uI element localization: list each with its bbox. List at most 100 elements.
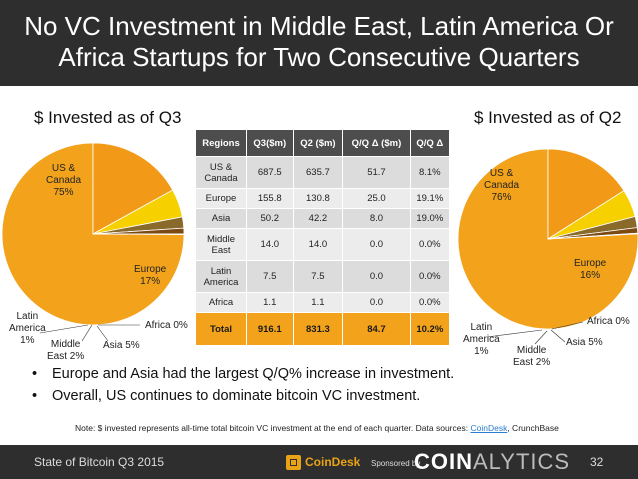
- cell-region: Europe: [195, 188, 247, 209]
- cell-region: Asia: [195, 208, 247, 229]
- coindesk-logo-icon: [286, 454, 301, 470]
- slide-title-line-1: No VC Investment in Middle East, Latin A…: [24, 11, 614, 41]
- bullet-text: Overall, US continues to dominate bitcoi…: [52, 388, 421, 404]
- cell-q2: 635.7: [292, 156, 344, 189]
- title-bar: No VC Investment in Middle East, Latin A…: [0, 0, 638, 86]
- cell-delta-m: 0.0: [342, 228, 411, 261]
- cell-q2: 130.8: [292, 188, 344, 209]
- brand-bold: COIN: [414, 449, 473, 474]
- cell-total-delta-m: 84.7: [342, 312, 411, 346]
- cell-q2: 14.0: [292, 228, 344, 261]
- sponsored-by-label: Sponsored by: [371, 459, 421, 468]
- q2-label-asia: Asia 5%: [566, 337, 603, 348]
- cell-q2: 1.1: [292, 292, 344, 313]
- leader-line: [81, 324, 93, 342]
- table-row: Asia 50.2 42.2 8.0 19.0%: [195, 208, 451, 229]
- bullet-item: • Europe and Asia had the largest Q/Q% in…: [32, 366, 454, 388]
- cell-total-delta-pct: 10.2%: [409, 312, 451, 346]
- cell-q3: 14.0: [246, 228, 294, 261]
- q2-pie-title: $ Invested as of Q2: [474, 108, 622, 127]
- cell-delta-pct: 0.0%: [409, 260, 451, 293]
- q3-label-middle-east: Middle East 2%: [47, 339, 85, 362]
- q2-label-latin-america: Latin America 1%: [463, 322, 500, 357]
- cell-region: Latin America: [195, 260, 247, 293]
- coindesk-logo: CoinDesk: [286, 454, 360, 470]
- q3-pie-title: $ Invested as of Q3: [34, 108, 182, 127]
- table-row: Africa 1.1 1.1 0.0 0.0%: [195, 292, 451, 313]
- footnote-text: Note: $ invested represents all-time tot…: [75, 423, 471, 433]
- brand-thin: ALYTICS: [473, 449, 571, 474]
- bullet-list: • Europe and Asia had the largest Q/Q% in…: [32, 366, 454, 410]
- cell-region: Middle East: [195, 228, 247, 261]
- q3-slice-europe: [92, 142, 174, 235]
- table-total-row: Total 916.1 831.3 84.7 10.2%: [195, 312, 451, 346]
- q3-label-us-canada: US & Canada 75%: [46, 163, 82, 198]
- cell-q3: 1.1: [246, 292, 294, 313]
- cell-delta-m: 0.0: [342, 292, 411, 313]
- table-row: Europe 155.8 130.8 25.0 19.1%: [195, 188, 451, 209]
- col-q3: Q3($m): [246, 129, 294, 157]
- coindesk-logo-text: CoinDesk: [305, 455, 361, 469]
- cell-region: Africa: [195, 292, 247, 313]
- cell-q3: 50.2: [246, 208, 294, 229]
- cell-total-q2: 831.3: [292, 312, 344, 346]
- cell-delta-m: 25.0: [342, 188, 411, 209]
- q2-label-middle-east: Middle East 2%: [513, 345, 551, 368]
- leader-line: [486, 329, 543, 338]
- q3-slice-us-canada: [1, 142, 185, 326]
- cell-q3: 7.5: [246, 260, 294, 293]
- leader-line: [550, 329, 566, 343]
- q2-label-europe: Europe 16%: [574, 258, 607, 281]
- table-row: Middle East 14.0 14.0 0.0 0.0%: [195, 228, 451, 261]
- bullet-dot-icon: •: [32, 366, 38, 382]
- col-q2: Q2 ($m): [292, 129, 344, 157]
- cell-q3: 155.8: [246, 188, 294, 209]
- cell-delta-pct: 0.0%: [409, 292, 451, 313]
- bullet-text: Europe and Asia had the largest Q/Q% inc…: [52, 366, 455, 382]
- col-qq-delta-m: Q/Q Δ ($m): [342, 129, 411, 157]
- slide-title-line-2: Africa Startups for Two Consecutive Quar…: [58, 42, 580, 72]
- col-regions: Regions: [195, 129, 247, 157]
- q2-label-us-canada: US & Canada 76%: [484, 168, 520, 203]
- regions-table: Regions Q3($m) Q2 ($m) Q/Q Δ ($m) Q/Q Δ …: [195, 129, 451, 346]
- q2-label-africa: Africa 0%: [587, 316, 630, 327]
- cell-q2: 42.2: [292, 208, 344, 229]
- coindesk-link[interactable]: CoinDesk: [470, 423, 508, 433]
- coinalytics-logo: COINALYTICS: [414, 449, 570, 475]
- q2-pie-chart: [457, 148, 638, 345]
- q3-label-africa: Africa 0%: [145, 320, 188, 331]
- cell-delta-m: 51.7: [342, 156, 411, 189]
- leader-line: [96, 325, 109, 342]
- cell-q3: 687.5: [246, 156, 294, 189]
- cell-delta-m: 8.0: [342, 208, 411, 229]
- q3-label-asia: Asia 5%: [103, 340, 140, 351]
- cell-q2: 7.5: [292, 260, 344, 293]
- cell-delta-m: 0.0: [342, 260, 411, 293]
- col-qq-delta-pct: Q/Q Δ: [409, 129, 451, 157]
- q3-slice-africa: [92, 233, 185, 235]
- footer-bar: State of Bitcoin Q3 2015 CoinDesk Sponso…: [0, 445, 638, 479]
- bullet-dot-icon: •: [32, 388, 38, 404]
- page-number: 32: [590, 455, 604, 469]
- leader-line: [551, 321, 584, 330]
- bullet-item: • Overall, US continues to dominate bitco…: [32, 388, 454, 410]
- cell-region: US & Canada: [195, 156, 247, 189]
- table-header-row: Regions Q3($m) Q2 ($m) Q/Q Δ ($m) Q/Q Δ: [195, 129, 451, 157]
- cell-delta-pct: 8.1%: [409, 156, 451, 189]
- leader-line: [534, 330, 548, 345]
- q3-label-latin-america: Latin America 1%: [9, 311, 46, 346]
- cell-delta-pct: 19.0%: [409, 208, 451, 229]
- q2-slice-europe: [547, 148, 625, 240]
- q3-pie-chart: [1, 142, 185, 342]
- table-row: US & Canada 687.5 635.7 51.7 8.1%: [195, 156, 451, 189]
- table-row: Latin America 7.5 7.5 0.0 0.0%: [195, 260, 451, 293]
- leader-line: [39, 324, 89, 334]
- q3-label-europe: Europe 17%: [134, 264, 167, 287]
- cell-total-label: Total: [195, 312, 247, 346]
- footnote-suffix: , CrunchBase: [507, 423, 559, 433]
- footnote: Note: $ invested represents all-time tot…: [75, 423, 559, 433]
- cell-total-q3: 916.1: [246, 312, 294, 346]
- cell-delta-pct: 19.1%: [409, 188, 451, 209]
- deck-title: State of Bitcoin Q3 2015: [34, 455, 165, 469]
- cell-delta-pct: 0.0%: [409, 228, 451, 261]
